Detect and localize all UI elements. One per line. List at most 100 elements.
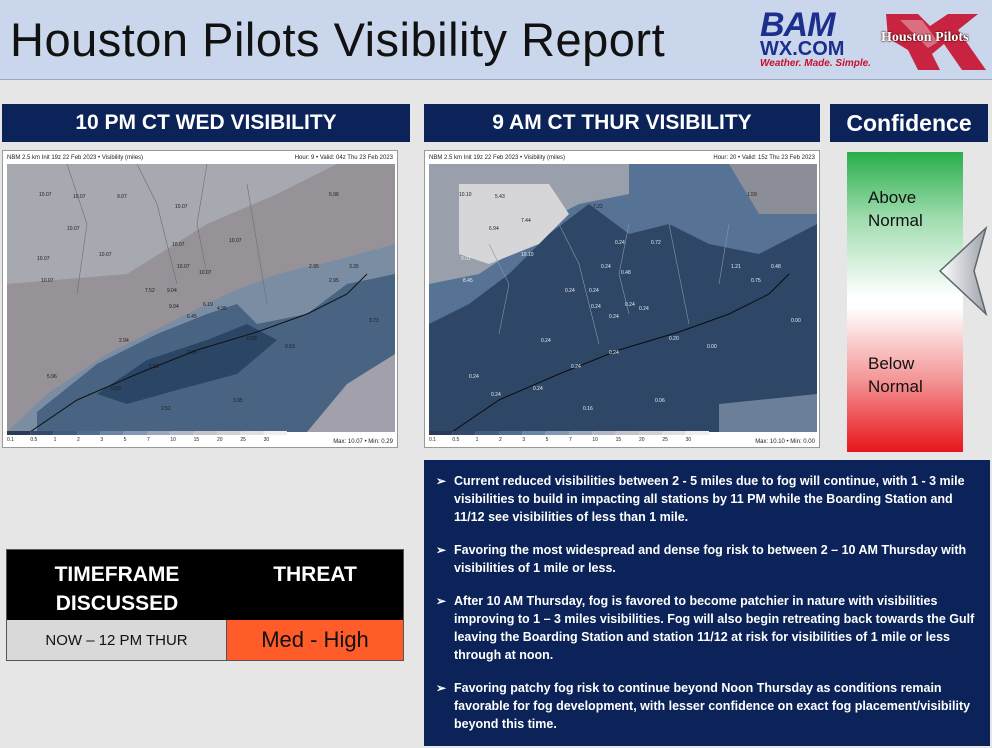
map-max-min: Max: 10.10 • Min: 0.00	[755, 439, 815, 445]
map-value-label: 10.07	[199, 270, 212, 276]
map-value-label: 6.19	[203, 302, 213, 308]
scale-swatch	[499, 431, 523, 435]
map-title-thur: 9 AM CT THUR VISIBILITY	[424, 104, 820, 142]
map-max-min: Max: 10.07 • Min: 0.29	[333, 439, 393, 445]
confidence-below-line2: Normal	[868, 377, 923, 396]
bam-wx-logo: BAM WX.COM Weather. Made. Simple.	[760, 6, 874, 74]
scale-swatch	[7, 431, 31, 435]
scale-swatch	[522, 431, 546, 435]
threat-level-value: Med - High	[227, 620, 403, 660]
scale-swatch	[53, 431, 77, 435]
scale-label: 15	[616, 437, 622, 443]
scale-swatch	[217, 431, 241, 435]
map-value-label: 9.04	[167, 288, 177, 294]
discussion-panel: ➢ Current reduced visibilities between 2…	[424, 460, 990, 746]
map-value-label: 0.24	[541, 338, 551, 344]
scale-label: 7	[569, 437, 572, 443]
bam-logo-domain: WX.COM	[760, 38, 845, 60]
confidence-below-label: Below Normal	[868, 352, 923, 398]
scale-label: 0.5	[30, 437, 37, 443]
confidence-above-label: Above Normal	[868, 186, 923, 232]
discussion-bullet-text: Current reduced visibilities between 2 -…	[454, 474, 965, 524]
scale-label: 5	[546, 437, 549, 443]
map-value-label: 2.52	[161, 406, 171, 412]
scale-swatch	[662, 431, 686, 435]
map-value-label: 1.59	[747, 192, 757, 198]
map-value-label: 0.24	[639, 306, 649, 312]
map-value-label: 0.20	[669, 336, 679, 342]
threat-header: THREAT	[273, 563, 357, 586]
map-value-label: 3.35	[349, 264, 359, 270]
map-value-label: 0.24	[571, 364, 581, 370]
confidence-above-line1: Above	[868, 188, 917, 207]
map-value-label: 0.48	[771, 264, 781, 270]
scale-swatch	[193, 431, 217, 435]
map-value-label: 7.52	[145, 288, 155, 294]
scale-label: 15	[194, 437, 200, 443]
threat-table-header: TIMEFRAME DISCUSSED THREAT	[7, 550, 403, 620]
map-meta-left: NBM 2.5 km Init 19z 22 Feb 2023 • Visibi…	[429, 155, 566, 161]
arrow-bullet-icon: ➢	[436, 543, 447, 557]
map-value-label: 2.95	[329, 278, 339, 284]
map-canvas: 10.07 10.07 9.07 10.07 10.07 5.96 10.07 10.07 10…	[7, 164, 395, 432]
scale-label: 10	[592, 437, 598, 443]
scale-swatch	[170, 431, 194, 435]
map-value-label: 0.24	[533, 386, 543, 392]
map-value-label: 0.24	[589, 288, 599, 294]
map-value-label: 10.07	[41, 278, 54, 284]
scale-label: 5	[124, 437, 127, 443]
map-meta: NBM 2.5 km Init 19z 22 Feb 2023 • Visibi…	[7, 155, 393, 165]
discussion-bullet: ➢ Favoring patchy fog risk to continue b…	[436, 679, 980, 733]
houston-pilots-emblem-icon	[886, 14, 986, 70]
scale-label: 2	[499, 437, 502, 443]
map-value-label: 0.24	[609, 350, 619, 356]
discussion-bullet: ➢ Favoring the most widespread and dense…	[436, 541, 980, 577]
map-value-label: 2.94	[119, 338, 129, 344]
page-title: Houston Pilots Visibility Report	[10, 13, 666, 66]
map-value-label: 0.06	[655, 398, 665, 404]
discussion-bullet-text: Favoring patchy fog risk to continue bey…	[454, 681, 971, 731]
scale-label: 3	[100, 437, 103, 443]
scale-label: 7	[147, 437, 150, 443]
map-value-label: 10.07	[177, 264, 190, 270]
scale-label: 25	[240, 437, 246, 443]
map-value-label: 9.01	[461, 256, 471, 262]
map-value-label: 0.24	[625, 302, 635, 308]
map-value-label: 7.44	[521, 218, 531, 224]
map-value-label: 8.45	[463, 278, 473, 284]
map-value-label: 0.00	[707, 344, 717, 350]
discussion-bullet-text: After 10 AM Thursday, fog is favored to …	[454, 594, 975, 662]
scale-label: 20	[639, 437, 645, 443]
scale-label: 3	[522, 437, 525, 443]
map-value-label: 9.07	[117, 194, 127, 200]
scale-label: 30	[686, 437, 692, 443]
timeframe-header: TIMEFRAME DISCUSSED	[7, 560, 227, 618]
scale-swatch	[592, 431, 616, 435]
confidence-below-line1: Below	[868, 354, 915, 373]
map-value-label: 10.07	[67, 226, 80, 232]
scale-swatch	[240, 431, 264, 435]
bam-logo-text: BAM	[760, 6, 835, 44]
scale-label: 2	[77, 437, 80, 443]
map-value-label: 3.73	[369, 318, 379, 324]
scale-label: 1	[54, 437, 57, 443]
map-value-label: 10.10	[459, 192, 472, 198]
scale-swatch	[147, 431, 171, 435]
scale-swatch	[569, 431, 593, 435]
visibility-scale: 0.1 0.5 1 2 3 5 7 10 15 20 25 30	[7, 431, 287, 443]
scale-label: 10	[170, 437, 176, 443]
scale-label: 0.1	[7, 437, 14, 443]
map-value-label: 5.96	[47, 374, 57, 380]
scale-swatch	[685, 431, 709, 435]
map-value-label: 10.07	[99, 252, 112, 258]
map-value-label: 10.07	[73, 194, 86, 200]
scale-swatch	[452, 431, 476, 435]
arrow-bullet-icon: ➢	[436, 681, 447, 695]
map-title-wed: 10 PM CT WED VISIBILITY	[2, 104, 410, 142]
scale-label: 1	[476, 437, 479, 443]
map-value-label: 10.07	[37, 256, 50, 262]
confidence-above-line2: Normal	[868, 211, 923, 230]
scale-label: 0.1	[429, 437, 436, 443]
map-value-label: 9.04	[169, 304, 179, 310]
scale-swatch	[639, 431, 663, 435]
